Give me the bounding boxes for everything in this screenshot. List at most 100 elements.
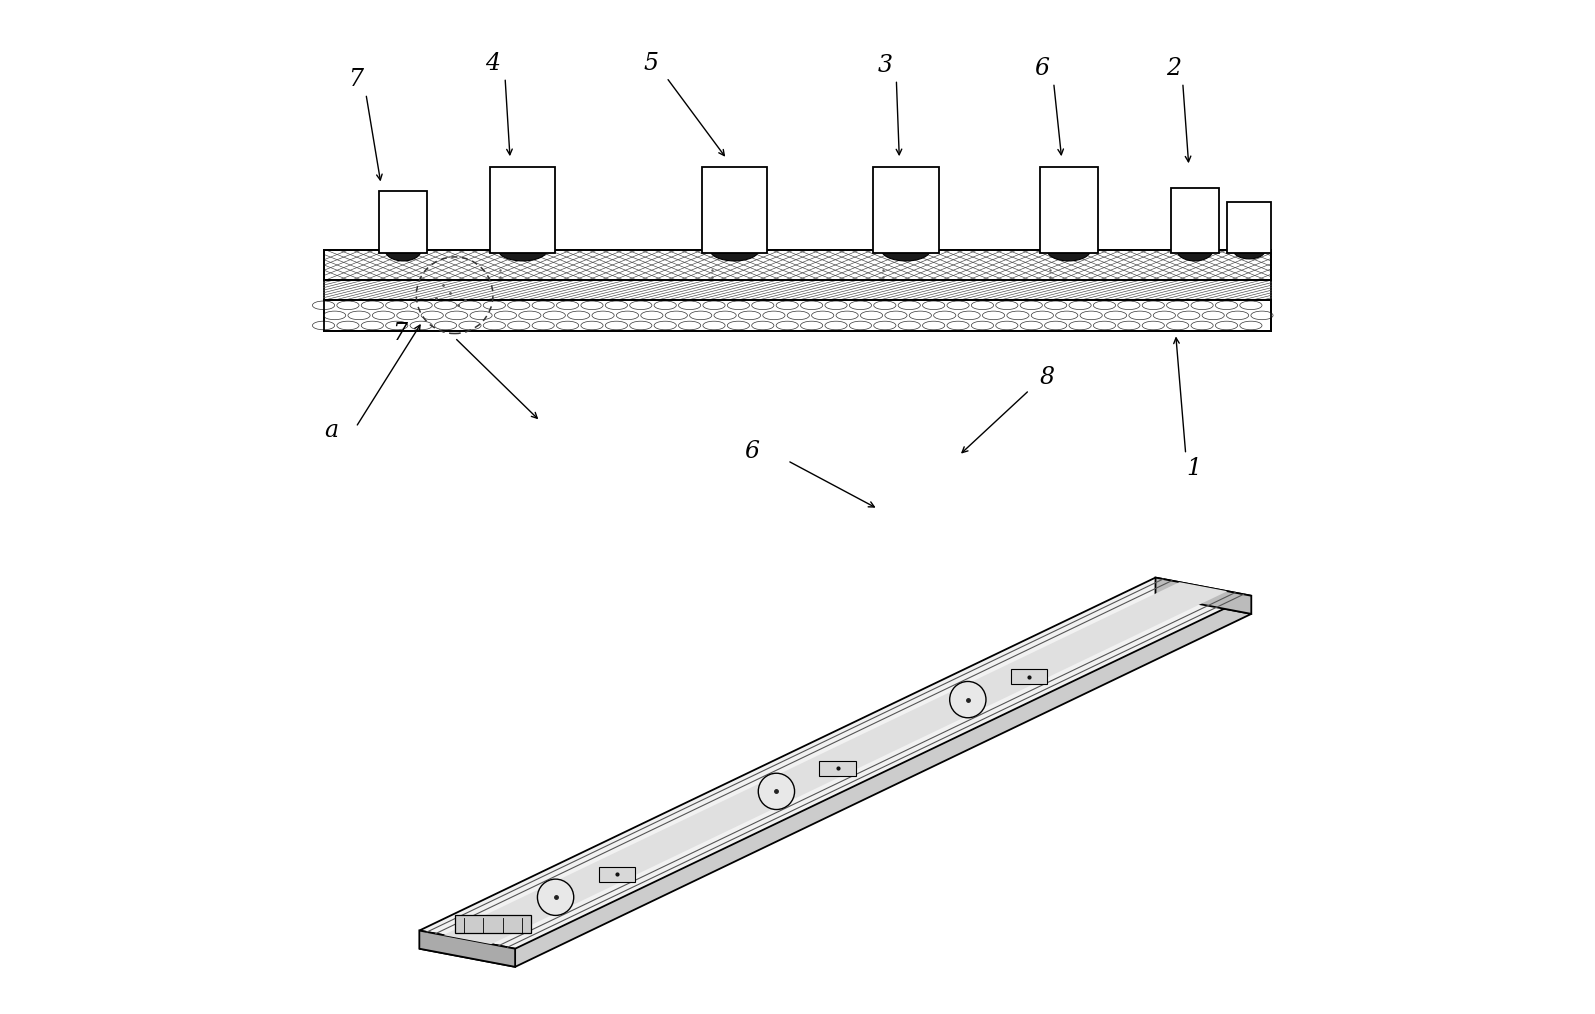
Ellipse shape: [434, 321, 456, 330]
Bar: [1171, 188, 1219, 254]
Ellipse shape: [836, 311, 858, 319]
Ellipse shape: [498, 238, 547, 261]
Bar: [872, 167, 939, 254]
Ellipse shape: [971, 321, 994, 330]
Ellipse shape: [703, 321, 726, 330]
Ellipse shape: [777, 301, 799, 309]
Ellipse shape: [1227, 311, 1249, 319]
Ellipse shape: [933, 311, 955, 319]
Ellipse shape: [1203, 311, 1225, 319]
Ellipse shape: [445, 311, 467, 319]
Ellipse shape: [507, 301, 530, 309]
Ellipse shape: [324, 311, 346, 319]
Ellipse shape: [1104, 311, 1126, 319]
Ellipse shape: [898, 301, 920, 309]
Bar: [324, 249, 1271, 280]
Text: 7: 7: [348, 68, 364, 91]
Ellipse shape: [337, 321, 359, 330]
Circle shape: [949, 681, 986, 718]
Circle shape: [758, 774, 794, 809]
Ellipse shape: [1166, 301, 1188, 309]
Ellipse shape: [1166, 321, 1188, 330]
Ellipse shape: [568, 311, 590, 319]
Ellipse shape: [678, 301, 700, 309]
Ellipse shape: [1045, 321, 1067, 330]
Ellipse shape: [616, 311, 638, 319]
Ellipse shape: [909, 311, 931, 319]
Ellipse shape: [386, 321, 408, 330]
Ellipse shape: [1239, 301, 1262, 309]
Ellipse shape: [605, 321, 627, 330]
Ellipse shape: [1142, 321, 1164, 330]
Polygon shape: [419, 931, 515, 967]
Ellipse shape: [1250, 311, 1273, 319]
Ellipse shape: [533, 301, 555, 309]
Ellipse shape: [751, 301, 774, 309]
Ellipse shape: [1215, 321, 1238, 330]
Ellipse shape: [592, 311, 614, 319]
Text: 8: 8: [1040, 366, 1056, 389]
Ellipse shape: [459, 321, 482, 330]
Bar: [324, 280, 1271, 300]
Ellipse shape: [397, 311, 419, 319]
Ellipse shape: [1118, 321, 1140, 330]
Ellipse shape: [777, 321, 799, 330]
Ellipse shape: [1080, 311, 1102, 319]
Ellipse shape: [971, 301, 994, 309]
Ellipse shape: [360, 301, 383, 309]
Text: 6: 6: [1034, 57, 1050, 80]
Ellipse shape: [874, 321, 896, 330]
Ellipse shape: [654, 321, 676, 330]
Bar: [1040, 167, 1097, 254]
Ellipse shape: [1006, 311, 1029, 319]
Ellipse shape: [471, 311, 493, 319]
Ellipse shape: [1191, 301, 1214, 309]
Ellipse shape: [1239, 321, 1262, 330]
Ellipse shape: [1056, 311, 1078, 319]
Ellipse shape: [605, 301, 627, 309]
Ellipse shape: [654, 301, 676, 309]
Ellipse shape: [581, 321, 603, 330]
Ellipse shape: [494, 311, 517, 319]
Ellipse shape: [727, 301, 750, 309]
Ellipse shape: [1215, 301, 1238, 309]
Text: a: a: [324, 419, 338, 442]
Ellipse shape: [1094, 321, 1115, 330]
Ellipse shape: [1153, 311, 1176, 319]
Ellipse shape: [1046, 238, 1091, 261]
Ellipse shape: [557, 301, 579, 309]
Ellipse shape: [1118, 301, 1140, 309]
Ellipse shape: [313, 321, 335, 330]
Ellipse shape: [665, 311, 687, 319]
Ellipse shape: [898, 321, 920, 330]
Ellipse shape: [715, 311, 737, 319]
Ellipse shape: [882, 238, 930, 261]
Polygon shape: [419, 578, 1252, 949]
Ellipse shape: [313, 301, 335, 309]
Ellipse shape: [410, 321, 432, 330]
Ellipse shape: [1032, 311, 1053, 319]
Ellipse shape: [1191, 321, 1214, 330]
Ellipse shape: [849, 301, 871, 309]
Ellipse shape: [751, 321, 774, 330]
Text: 3: 3: [877, 54, 893, 77]
Ellipse shape: [348, 311, 370, 319]
Ellipse shape: [812, 311, 834, 319]
Ellipse shape: [788, 311, 809, 319]
Ellipse shape: [421, 311, 443, 319]
Ellipse shape: [1094, 301, 1115, 309]
Bar: [1227, 203, 1271, 252]
Ellipse shape: [630, 321, 652, 330]
Ellipse shape: [630, 301, 652, 309]
Ellipse shape: [849, 321, 871, 330]
Text: 5: 5: [644, 52, 659, 75]
Ellipse shape: [922, 321, 944, 330]
Ellipse shape: [825, 301, 847, 309]
Ellipse shape: [703, 301, 726, 309]
Ellipse shape: [922, 301, 944, 309]
Ellipse shape: [727, 321, 750, 330]
Ellipse shape: [801, 301, 823, 309]
Ellipse shape: [762, 311, 785, 319]
Ellipse shape: [483, 321, 506, 330]
Ellipse shape: [995, 301, 1018, 309]
